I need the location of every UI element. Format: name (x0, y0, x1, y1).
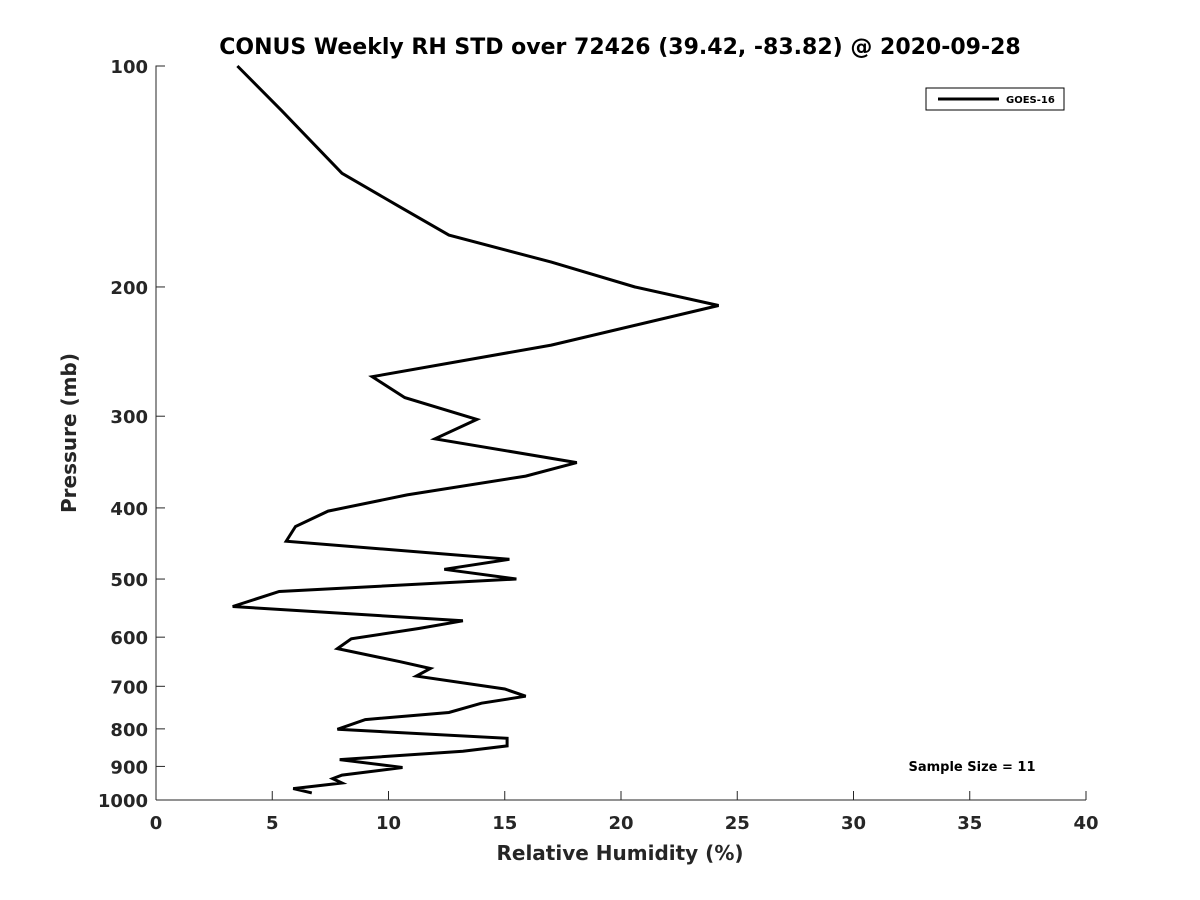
y-tick-label: 800 (110, 720, 148, 741)
y-tick-label: 1000 (98, 791, 148, 812)
y-tick-label: 200 (110, 278, 148, 299)
x-tick-label: 30 (841, 813, 866, 834)
x-tick-label: 20 (608, 813, 633, 834)
y-tick-label: 900 (110, 757, 148, 778)
x-tick-label: 40 (1073, 813, 1098, 834)
y-tick-label: 400 (110, 499, 148, 520)
y-tick-label: 500 (110, 570, 148, 591)
plot-area (156, 66, 1086, 800)
y-tick-label: 600 (110, 628, 148, 649)
series-line-goes-16 (232, 64, 719, 795)
series-layer (232, 64, 719, 795)
x-tick-label: 25 (725, 813, 750, 834)
x-tick-label: 5 (266, 813, 279, 834)
chart-title: CONUS Weekly RH STD over 72426 (39.42, -… (219, 35, 1020, 60)
x-axis-label: Relative Humidity (%) (496, 841, 743, 865)
x-tick-label: 10 (376, 813, 401, 834)
legend-label-goes-16: GOES-16 (1006, 95, 1055, 106)
y-tick-label: 700 (110, 677, 148, 698)
sample-size-annotation: Sample Size = 11 (908, 760, 1035, 775)
tick-layer: 0 5 10 15 20 25 30 35 40 100 200 300 400 500 600 700 800… (98, 57, 1099, 834)
y-tick-label: 300 (110, 407, 148, 428)
x-tick-label: 35 (957, 813, 982, 834)
x-tick-label: 15 (492, 813, 517, 834)
y-axis-label: Pressure (mb) (57, 353, 81, 513)
legend: GOES-16 (925, 87, 1065, 111)
x-tick-label: 0 (150, 813, 163, 834)
y-tick-label: 100 (110, 57, 148, 78)
